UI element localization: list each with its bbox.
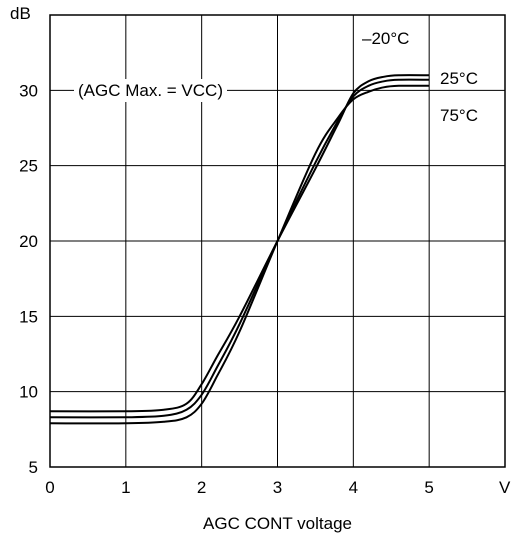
y-unit-label: dB [10,4,31,23]
y-tick-label: 20 [19,232,38,251]
curves [49,74,430,425]
x-tick-label: 3 [273,478,282,497]
x-tick-label: 0 [45,478,54,497]
x-axis-label: AGC CONT voltage [203,514,352,533]
series-label: 75°C [440,106,478,125]
x-tick-label: 1 [121,478,130,497]
x-tick-label: 2 [197,478,206,497]
series-label: –20°C [362,29,409,48]
x-unit-label: V [499,478,511,497]
y-tick-label: 5 [29,458,38,477]
series-label: 25°C [440,69,478,88]
plot-frame [49,14,506,468]
annotation-background [74,79,227,102]
agc-max-annotation: (AGC Max. = VCC) [78,81,223,100]
y-tick-label: 10 [19,383,38,402]
x-tick-label: 4 [349,478,358,497]
series-line [49,74,430,413]
series-line [49,84,430,425]
tick-labels: 0 1 2 3 4 5 5 10 15 20 25 30 [19,81,434,497]
y-tick-label: 15 [19,307,38,326]
y-tick-label: 25 [19,157,38,176]
series-labels: –20°C 25°C 75°C [362,29,478,125]
y-tick-label: 30 [19,81,38,100]
x-tick-label: 5 [424,478,433,497]
series-line [49,78,430,419]
